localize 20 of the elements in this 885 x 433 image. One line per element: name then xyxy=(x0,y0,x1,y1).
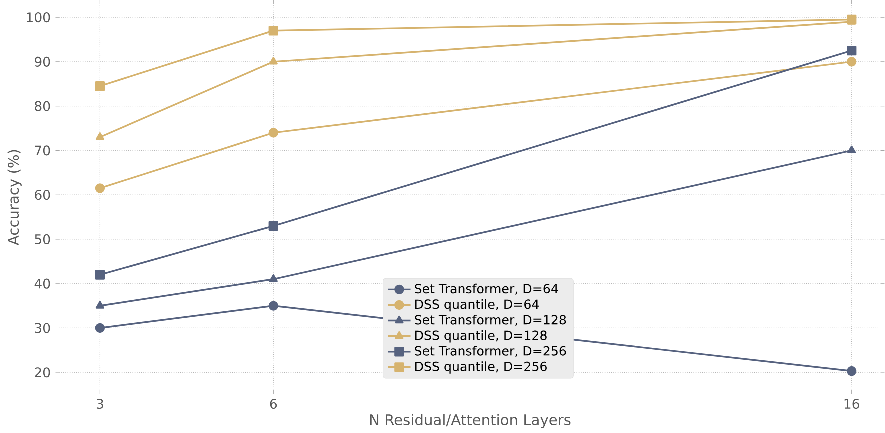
y-tick-label: 60 xyxy=(35,190,50,200)
y-tick-label: 30 xyxy=(35,323,50,334)
y-tick-label: 70 xyxy=(35,146,50,156)
legend-label: DSS quantile, D=256 xyxy=(416,362,547,374)
x-tick-label: 6 xyxy=(270,398,278,409)
legend-label: DSS quantile, D=64 xyxy=(416,299,540,312)
x-axis-title: N Residual/Attention Layers xyxy=(370,414,571,428)
y-tick-label: 50 xyxy=(35,234,50,244)
legend-label: Set Transformer, D=128 xyxy=(415,314,566,326)
x-tick-label: 3 xyxy=(96,398,104,409)
legend-label: Set Transformer, D=64 xyxy=(415,284,558,295)
y-tick-label: 90 xyxy=(35,56,50,67)
y-tick-label: 100 xyxy=(27,12,50,22)
y-tick-label: 20 xyxy=(35,368,50,378)
y-tick-label: 80 xyxy=(35,101,50,112)
legend-label: Set Transformer, D=256 xyxy=(415,346,566,358)
y-axis-title: Accuracy (%) xyxy=(8,150,22,246)
y-tick-label: 40 xyxy=(34,278,50,289)
legend-label: DSS quantile, D=128 xyxy=(416,330,547,343)
x-tick-label: 16 xyxy=(844,398,860,409)
